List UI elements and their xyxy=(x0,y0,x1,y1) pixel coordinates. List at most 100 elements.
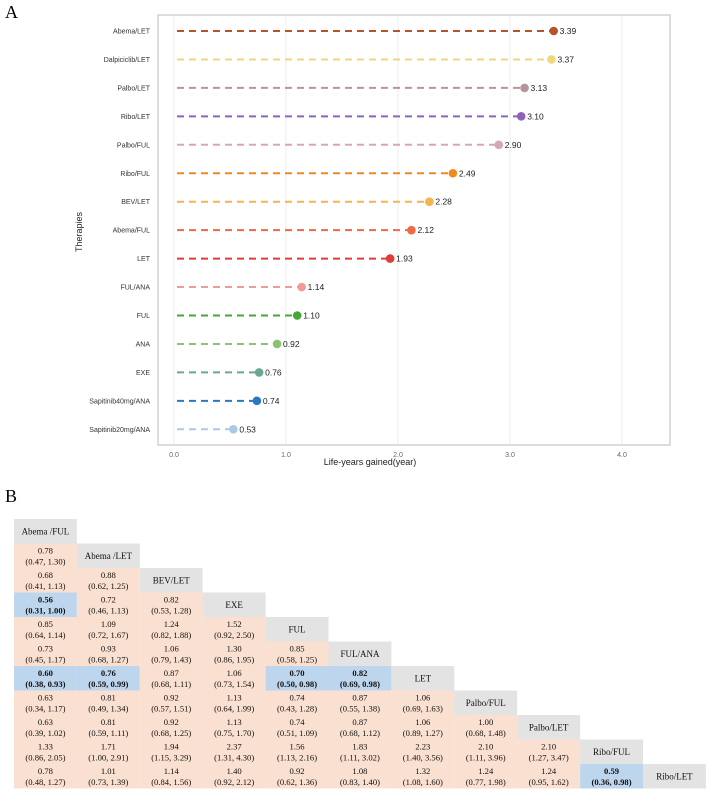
cell-estimate: 1.13 xyxy=(227,717,242,727)
therapy-label: FUL/ANA xyxy=(120,285,150,292)
x-tick-label: 1.0 xyxy=(281,452,291,459)
therapy-row: ANA 0.92 xyxy=(136,339,300,349)
cell-bg xyxy=(517,739,581,764)
lollipop-dot xyxy=(229,425,238,434)
cell-ci: (0.41, 1.13) xyxy=(25,581,65,591)
league-cell: 0.72(0.46, 1.13) xyxy=(76,592,140,617)
cell-estimate: 0.87 xyxy=(352,717,368,727)
header-bg xyxy=(580,739,643,764)
treatment-name: Palbo/FUL xyxy=(466,698,506,708)
lollipop-dot xyxy=(297,282,306,292)
header-bg xyxy=(517,715,581,740)
cell-bg xyxy=(76,592,140,617)
cell-estimate: 0.93 xyxy=(101,644,116,654)
cell-ci: (0.95, 1.62) xyxy=(529,777,569,787)
value-label: 3.39 xyxy=(560,26,577,36)
cell-estimate: 1.09 xyxy=(101,619,116,629)
cell-ci: (0.51, 1.09) xyxy=(277,728,317,738)
cell-ci: (0.68, 1.27) xyxy=(88,655,128,665)
lollipop-dot xyxy=(407,225,416,235)
league-cell: 0.88(0.62, 1.25) xyxy=(76,568,140,593)
panel-b-label: B xyxy=(5,486,17,506)
cell-bg xyxy=(76,617,140,642)
league-cell: 0.81(0.59, 1.11) xyxy=(76,715,140,740)
lollipop-dot xyxy=(549,26,558,36)
cell-ci: (0.45, 1.17) xyxy=(25,655,65,665)
therapy-row: LET 1.93 xyxy=(137,254,413,264)
cell-ci: (0.36, 0.98) xyxy=(591,777,631,787)
cell-ci: (0.92, 2.12) xyxy=(214,777,254,787)
league-cell: 1.71(1.00, 2.91) xyxy=(76,739,140,764)
therapy-label: BEV/LET xyxy=(121,199,151,206)
cell-bg xyxy=(202,641,266,666)
league-cell: 1.06(0.69, 1.63) xyxy=(391,690,455,715)
therapy-row: Abema/FUL 2.12 xyxy=(113,225,435,235)
league-cell: 1.24(0.77, 1.98) xyxy=(454,764,518,789)
cell-bg xyxy=(14,543,77,568)
cell-estimate: 0.74 xyxy=(290,717,306,727)
cell-bg xyxy=(265,739,329,764)
cell-estimate: 0.92 xyxy=(290,766,305,776)
cell-estimate: 0.88 xyxy=(101,570,116,580)
league-cell: 0.85(0.58, 1.25) xyxy=(265,641,329,666)
league-cell: 0.92(0.62, 1.36) xyxy=(265,764,329,789)
cell-ci: (0.55, 1.38) xyxy=(340,704,380,714)
cell-estimate: 1.08 xyxy=(352,766,367,776)
value-label: 0.74 xyxy=(263,396,280,406)
cell-ci: (0.49, 1.34) xyxy=(88,704,128,714)
cell-bg xyxy=(14,690,77,715)
cell-estimate: 1.24 xyxy=(164,619,180,629)
treatment-header: Abema /FUL xyxy=(14,519,77,544)
lollipop-dot xyxy=(425,197,434,206)
therapy-label: Ribo/LET xyxy=(121,114,151,121)
therapy-row: Palbo/LET 3.13 xyxy=(117,83,547,93)
cell-estimate: 1.00 xyxy=(478,717,493,727)
treatment-name: FUL/ANA xyxy=(340,649,380,659)
cell-bg xyxy=(14,715,77,740)
value-label: 1.93 xyxy=(396,254,413,264)
treatment-name: EXE xyxy=(225,600,243,610)
cell-bg xyxy=(391,764,455,789)
cell-ci: (0.46, 1.13) xyxy=(88,606,128,616)
cell-estimate: 2.37 xyxy=(227,742,243,752)
value-label: 3.13 xyxy=(531,83,548,93)
league-cell: 0.87(0.68, 1.12) xyxy=(328,715,392,740)
league-cell: 2.37(1.31, 4.30) xyxy=(202,739,266,764)
cell-estimate: 0.92 xyxy=(164,717,179,727)
cell-bg xyxy=(391,739,455,764)
therapy-row: Abema/LET 3.39 xyxy=(113,26,576,36)
cell-estimate: 1.06 xyxy=(227,668,243,678)
treatment-name: LET xyxy=(415,674,432,684)
cell-bg xyxy=(391,690,455,715)
cell-ci: (0.31, 1.00) xyxy=(25,606,65,616)
cell-ci: (0.69, 1.63) xyxy=(403,704,443,714)
treatment-header: Abema /LET xyxy=(76,543,140,568)
league-cell: 1.00(0.68, 1.48) xyxy=(454,715,518,740)
cell-ci: (0.53, 1.28) xyxy=(151,606,191,616)
cell-estimate: 1.56 xyxy=(290,742,306,752)
cell-estimate: 0.60 xyxy=(38,668,53,678)
cell-estimate: 2.23 xyxy=(415,742,430,752)
league-cell: 0.68(0.41, 1.13) xyxy=(14,568,77,593)
league-cell: 0.63(0.34, 1.17) xyxy=(14,690,77,715)
cell-estimate: 1.06 xyxy=(415,693,431,703)
cell-ci: (0.48, 1.27) xyxy=(25,777,65,787)
therapy-label: EXE xyxy=(136,370,150,377)
league-cell: 1.32(1.08, 1.60) xyxy=(391,764,455,789)
league-cell: 0.93(0.68, 1.27) xyxy=(76,641,140,666)
cell-ci: (0.73, 1.39) xyxy=(88,777,128,787)
lollipop-dot xyxy=(292,311,302,320)
cell-estimate: 0.87 xyxy=(352,693,368,703)
therapy-label: Palbo/FUL xyxy=(117,142,150,149)
cell-estimate: 0.81 xyxy=(101,717,116,727)
league-cell: 0.82(0.53, 1.28) xyxy=(139,592,203,617)
cell-bg xyxy=(14,666,77,691)
cell-bg xyxy=(454,739,518,764)
cell-bg xyxy=(328,739,392,764)
treatment-header: Ribo/FUL xyxy=(580,739,643,764)
lollipop-chart: A 0.0 1.0 2.0 3.0 4.0 Abema/LET 3.39 Dalpicicl… xyxy=(5,2,671,467)
cell-ci: (0.72, 1.67) xyxy=(88,630,128,640)
value-label: 2.49 xyxy=(459,168,476,178)
league-cell: 0.81(0.49, 1.34) xyxy=(76,690,140,715)
cell-bg xyxy=(265,690,329,715)
